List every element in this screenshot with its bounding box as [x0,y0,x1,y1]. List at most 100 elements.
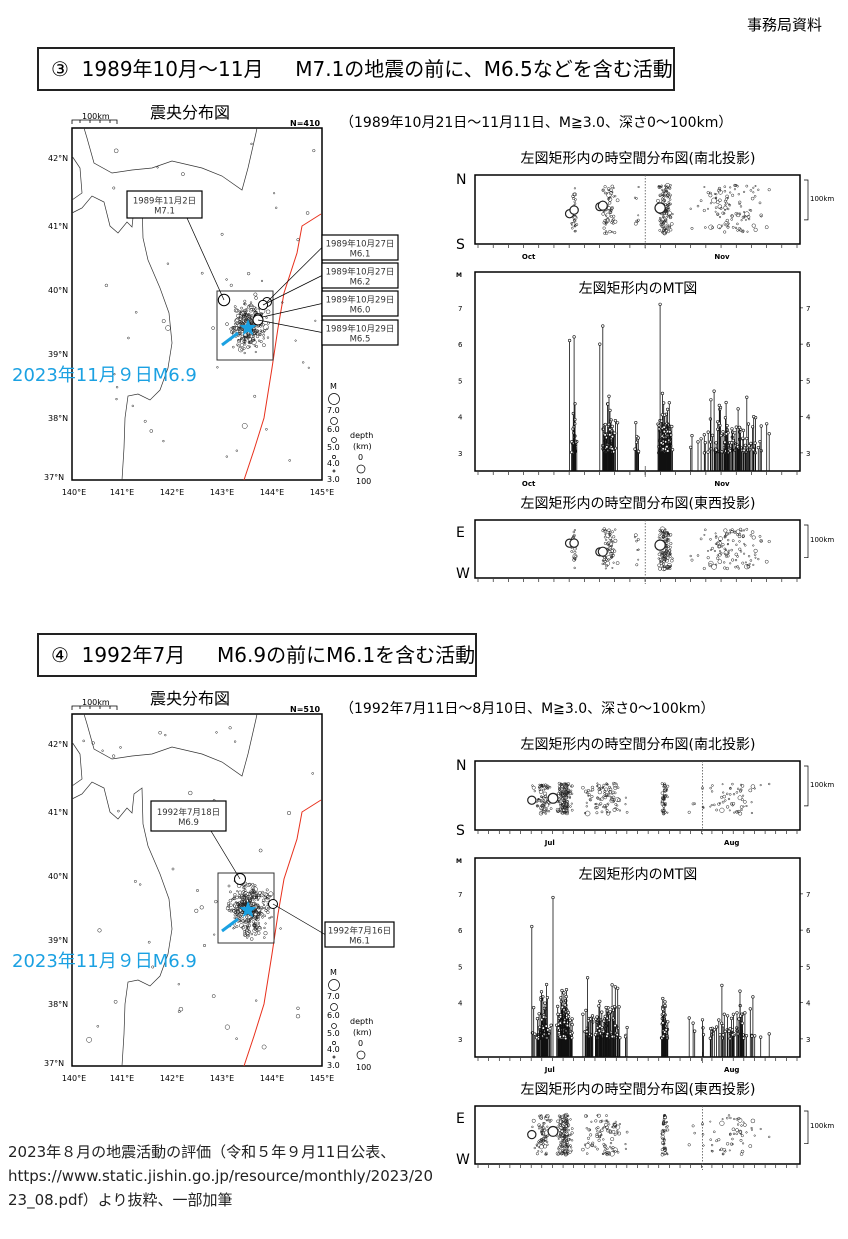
event-circle [600,810,604,814]
event-circle [533,1146,536,1150]
plot-frame [474,760,801,831]
event-circle [569,1144,572,1147]
mt-point [659,419,664,423]
event-circle [664,227,668,231]
lon-axis: 140°E 141°E 142°E 143°E 144°E 145°E [62,488,334,497]
month-label: Jul [544,1066,555,1074]
epicenter-dot [259,893,264,898]
mt-point [572,335,576,339]
mt-point [661,996,665,1001]
event-circle [546,787,550,790]
section-title: ③ 1989年10月～11月 M7.1の地震の前に、M6.5などを含む活動 [37,47,675,91]
epicenter-dot [247,334,251,337]
epicenter-dot [257,329,260,333]
mt-point [706,450,710,454]
event-circle [739,783,743,786]
event-circle [715,196,718,199]
mt-point [670,424,674,429]
event-circle [610,549,615,553]
event-circle [754,185,757,187]
epicenter-dot [254,296,258,300]
event-circle [715,541,720,546]
event-circle [596,796,599,800]
epicenter-dot [165,325,171,331]
event-circle [569,1118,572,1121]
event-circle [605,564,609,568]
epicenter-dot [166,262,170,265]
event-circle [585,791,589,794]
mt-point [710,433,715,438]
mt-point [723,1029,727,1034]
event-circle [661,1137,665,1141]
mt-point [662,425,666,429]
event-circle [667,533,671,537]
epicenter-dot [247,919,251,923]
epicenter-dot [253,892,259,898]
event-circle [569,205,579,215]
lat-axis: 42°N 41°N 40°N 39°N 38°N 37°N [44,740,68,1068]
event-circle [738,527,743,532]
epicenter-dot [305,211,310,215]
mt-point [708,1036,712,1040]
event-circle [661,810,663,813]
mt-tick-label-right: 5 [806,963,810,971]
epicenter-dot [214,899,218,904]
mt-point [748,1007,752,1011]
event-circle [605,803,609,807]
mt-point [598,342,602,346]
event-circle [604,223,607,226]
event-circle [696,554,700,557]
event-circle [724,203,727,206]
mt-point [723,416,728,420]
event-circle [556,1125,560,1129]
event-circle [572,558,576,562]
event-circle [743,211,746,213]
mt-point [606,402,610,406]
event-circle [533,789,536,793]
event-circle [739,1152,744,1156]
event-circle [606,793,611,797]
event-circle [714,206,718,209]
event-circle [607,785,612,789]
epicenter-dot [238,332,242,336]
event-circle [731,558,735,562]
epicenter-dot [115,386,119,389]
event-circle [659,560,662,563]
event-circle [602,783,606,787]
event-circle [661,1123,665,1126]
event-circle [758,535,762,538]
event-circle [565,1127,568,1131]
epicenter-dot [243,351,246,355]
callout-box [321,262,399,289]
epicenter-dot [268,916,271,920]
event-circle [715,193,718,196]
event-circle [606,783,609,786]
event-circle [604,230,608,233]
event-circle [562,808,566,812]
epicenter-dot [239,310,245,316]
event-circle [570,785,573,788]
event-circle [723,528,728,533]
epicenter-dot [264,908,268,912]
event-circle [738,540,741,543]
mt-tick-label-right: 7 [806,305,810,313]
event-circle [709,202,712,205]
mt-plot: 7 7 6 6 5 5 4 4 3 3 Jul Aug [458,857,811,1074]
event-circle [657,185,661,190]
event-circle [731,1137,734,1141]
event-circle [538,1115,544,1120]
callout-date: 1992年7月16日 [328,926,391,937]
mt-point [546,1028,550,1032]
reference-quake-label: 2023年11月９日M6.9 [12,951,197,972]
event-circle [549,807,553,810]
event-circle [661,188,664,191]
event-circle [661,228,665,232]
mt-point [585,1030,589,1034]
epicenter-dot [113,999,118,1004]
event-circle [568,1150,572,1154]
event-circle [666,223,669,226]
epicenter-dot [245,931,250,936]
south-label: S [456,823,465,839]
event-circle [666,546,669,549]
epicenter-dot [178,1006,184,1012]
